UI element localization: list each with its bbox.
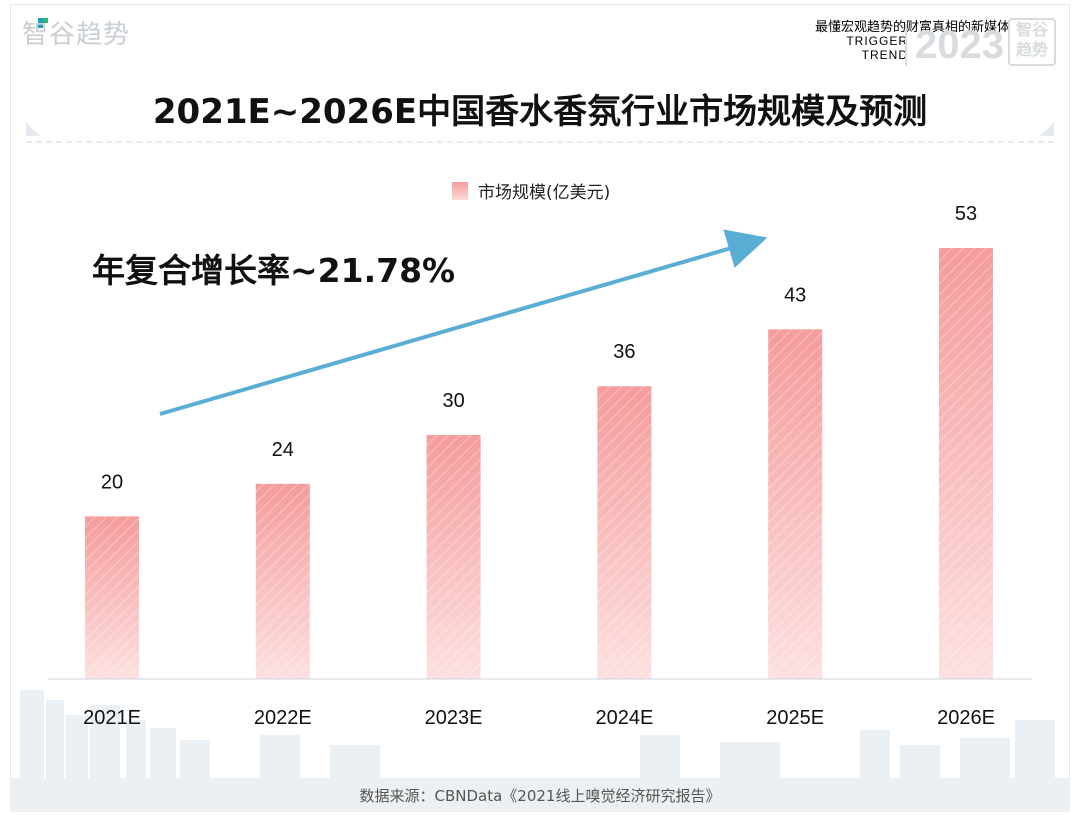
bar-hatch-2024E — [597, 386, 652, 679]
corner-decoration-left — [26, 122, 40, 136]
x-tick-label-2025E: 2025E — [766, 707, 824, 729]
brand-logo-icon — [38, 18, 48, 28]
value-label-2023E: 30 — [442, 390, 464, 412]
brand-watermark: 智谷趋势 — [22, 20, 131, 50]
value-label-2025E: 43 — [784, 284, 806, 306]
bar-hatch-2026E — [939, 248, 993, 679]
chart-legend: 市场规模(亿美元) — [452, 178, 610, 203]
legend-label: 市场规模(亿美元) — [478, 183, 611, 203]
skyline-building — [180, 740, 210, 778]
watermark-trigger-trend: TRIGGER TREND — [846, 34, 908, 62]
corner-decoration-right — [1040, 122, 1054, 136]
bar-hatch-2022E — [255, 483, 310, 679]
title-divider — [26, 141, 1054, 143]
watermark-badge-top: 智谷 — [1015, 20, 1048, 39]
skyline-building — [720, 742, 780, 778]
watermark-tagline: 最懂宏观趋势的财富真相的新媒体 — [814, 20, 1010, 35]
growth-arrow-icon — [159, 229, 768, 416]
skyline-building — [260, 735, 300, 778]
skyline-building — [640, 735, 680, 778]
x-tick-label-2023E: 2023E — [425, 707, 483, 729]
skyline-building — [150, 728, 176, 778]
skyline-building — [20, 690, 44, 778]
skyline-building — [860, 730, 890, 778]
cagr-label: 年复合增长率~21.78% — [92, 251, 456, 290]
value-label-2026E: 53 — [955, 203, 977, 225]
bar-hatch-2023E — [426, 435, 481, 679]
value-label-2021E: 20 — [101, 471, 123, 493]
x-tick-label-2024E: 2024E — [595, 707, 653, 729]
skyline-building — [46, 700, 64, 778]
bar-hatch-2021E — [85, 516, 139, 679]
skyline-building — [126, 720, 146, 778]
legend-swatch — [452, 181, 468, 200]
skyline-building — [330, 745, 380, 778]
bar-hatch-2025E — [768, 329, 823, 679]
watermark-year: 2023 — [905, 24, 1004, 66]
x-tick-label-2026E: 2026E — [937, 707, 995, 729]
skyline-decoration — [20, 690, 1055, 778]
x-tick-label-2021E: 2021E — [83, 707, 141, 729]
skyline-building — [66, 715, 88, 778]
skyline-building — [900, 745, 940, 778]
value-label-2022E: 24 — [272, 439, 294, 461]
skyline-building — [90, 705, 120, 778]
watermark-trend: TREND — [861, 48, 908, 62]
watermark-badge-bottom: 趋势 — [1015, 40, 1048, 59]
watermark-trigger: TRIGGER — [846, 34, 908, 48]
skyline-building — [960, 738, 1010, 778]
watermark-badge: 智谷 趋势 — [1008, 18, 1056, 66]
value-label-2024E: 36 — [613, 341, 635, 363]
x-tick-label-2022E: 2022E — [254, 707, 312, 729]
source-footer: 数据来源：CBNData《2021线上嗅觉经济研究报告》 — [10, 778, 1070, 812]
skyline-building — [1015, 720, 1055, 778]
chart-title: 2021E~2026E中国香水香氛行业市场规模及预测 — [152, 92, 928, 132]
